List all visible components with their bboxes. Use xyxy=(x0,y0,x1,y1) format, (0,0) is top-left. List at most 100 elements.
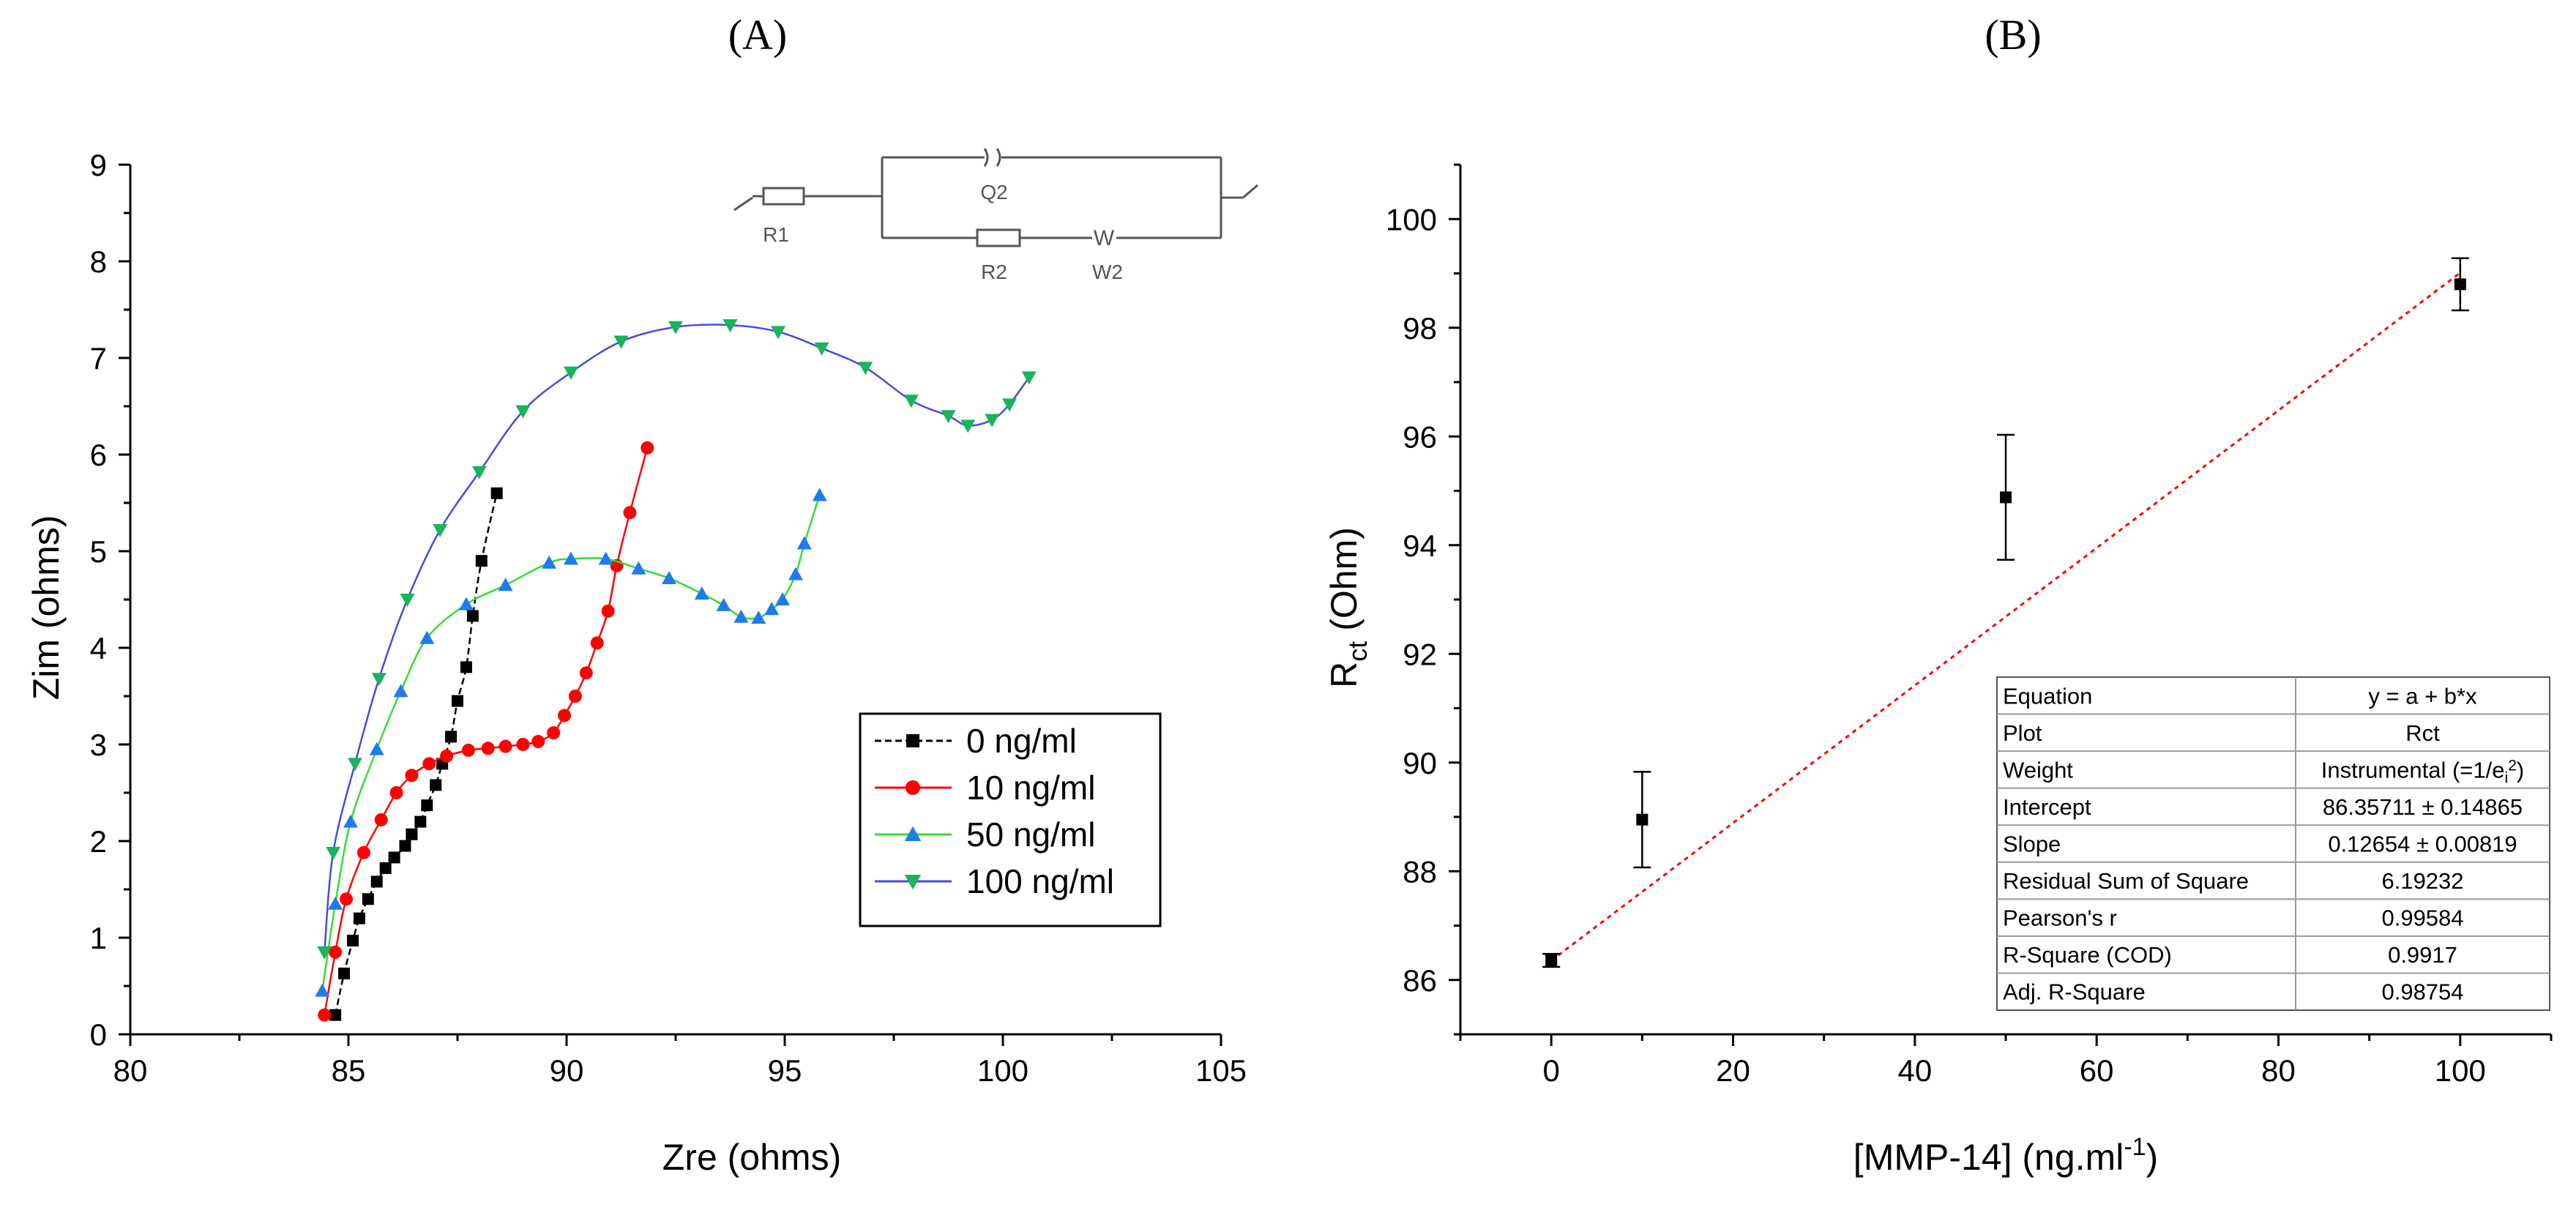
legend-label-3: 100 ng/ml xyxy=(966,862,1114,900)
nyquist-plot: 80 85 90 95 100 105 0 1 2 3 4 5 6 7 8 9 Zre (ohms) Zim … xyxy=(26,148,1258,1178)
nyquist-y-tick-label: 9 xyxy=(90,148,107,182)
data-point xyxy=(558,709,572,722)
data-point xyxy=(388,851,400,864)
resistor-r1-symbol xyxy=(762,187,805,206)
data-point xyxy=(563,551,578,565)
table-label-cell: Pearson's r xyxy=(2003,905,2117,931)
data-point xyxy=(399,840,411,852)
cpe-q2-symbol xyxy=(983,148,989,167)
data-point xyxy=(662,570,677,584)
legend-label-1: 10 ng/ml xyxy=(966,769,1095,807)
circuit-label-r2: R2 xyxy=(981,261,1007,283)
data-point xyxy=(421,799,433,812)
data-point xyxy=(400,594,415,607)
data-point xyxy=(960,419,976,433)
legend-label-2: 50 ng/ml xyxy=(966,815,1095,854)
data-point xyxy=(379,862,392,874)
table-label-cell: Weight xyxy=(2003,757,2073,783)
data-point xyxy=(430,779,442,791)
data-point xyxy=(547,726,561,740)
data-point xyxy=(1001,398,1017,412)
data-point xyxy=(1021,371,1037,385)
calibration-y-axis-label: Rct (Ohm) xyxy=(1324,527,1373,688)
table-label-cell: Slope xyxy=(2003,832,2061,857)
data-point xyxy=(498,578,513,591)
nyquist-x-tick-label: 80 xyxy=(113,1053,148,1088)
nyquist-series-3 xyxy=(317,319,1037,960)
legend-marker-0 xyxy=(906,734,919,747)
data-point xyxy=(542,555,557,569)
nyquist-x-tick-label: 100 xyxy=(977,1053,1028,1088)
calibration-x-tick-label: 40 xyxy=(1897,1053,1932,1088)
legend-marker-2 xyxy=(904,826,922,841)
table-border xyxy=(1996,676,2550,1011)
legend-box xyxy=(859,712,1162,927)
data-point xyxy=(406,828,418,840)
nyquist-y-tick-label: 7 xyxy=(90,341,107,376)
data-point xyxy=(445,731,458,743)
data-point xyxy=(461,743,475,757)
data-point xyxy=(858,362,873,376)
calibration-y-tick-label: 90 xyxy=(1403,746,1437,780)
data-point xyxy=(346,934,359,946)
data-point xyxy=(641,441,654,455)
table-label-cell: Plot xyxy=(2003,720,2042,746)
data-point xyxy=(563,366,578,380)
weight-superscript: 2 xyxy=(2508,757,2517,774)
table-value-cell: 0.9917 xyxy=(2388,942,2457,968)
calibration-y-tick-label: 88 xyxy=(1403,854,1437,889)
nyquist-x-tick-label: 105 xyxy=(1195,1053,1247,1088)
calibration-point-2 xyxy=(1997,433,2015,561)
data-point xyxy=(353,912,365,925)
calibration-x-tick-label: 100 xyxy=(2435,1053,2486,1088)
data-point xyxy=(440,749,454,763)
circuit-label-r1: R1 xyxy=(763,223,789,246)
nyquist-series-1 xyxy=(318,441,654,1022)
data-point xyxy=(515,405,531,419)
nyquist-x-tick-label: 95 xyxy=(768,1053,802,1088)
data-point xyxy=(340,892,354,906)
nyquist-y-tick-label: 8 xyxy=(90,244,107,279)
circuit-label-w2: W2 xyxy=(1092,261,1123,283)
weight-close: ) xyxy=(2517,757,2524,783)
calibration-tick-labels: 0 20 40 60 80 100 86 88 90 92 94 96 98 100 xyxy=(1386,202,2486,1088)
data-point xyxy=(568,690,582,703)
nyquist-y-axis-label: Zim (ohms) xyxy=(26,515,67,701)
nyquist-y-tick-label: 5 xyxy=(90,534,107,569)
data-point xyxy=(694,586,709,600)
data-point xyxy=(419,630,435,644)
data-point xyxy=(631,561,646,575)
data-point xyxy=(788,567,803,580)
calibration-y-tick-label: 96 xyxy=(1403,419,1437,454)
data-point xyxy=(369,742,384,755)
data-point xyxy=(317,946,332,960)
data-point xyxy=(531,735,545,749)
data-point xyxy=(362,893,374,905)
circuit-label-q2: Q2 xyxy=(980,181,1007,203)
nyquist-tick-labels: 80 85 90 95 100 105 0 1 2 3 4 5 6 7 8 9 xyxy=(90,148,1247,1088)
nyquist-series xyxy=(315,319,1037,1022)
calibration-y-tick-label: 86 xyxy=(1403,963,1437,998)
data-point xyxy=(812,488,827,501)
data-point xyxy=(422,757,436,771)
data-point xyxy=(499,739,512,753)
data-point xyxy=(623,506,637,520)
nyquist-series-2 xyxy=(315,488,827,997)
data-point xyxy=(466,610,479,622)
panel-label-a: (A) xyxy=(728,11,788,59)
nyquist-y-tick-label: 6 xyxy=(90,438,107,472)
data-point xyxy=(414,815,427,828)
table-value-cell: Rct xyxy=(2405,720,2440,746)
data-point xyxy=(328,896,343,910)
data-point xyxy=(452,695,463,707)
calibration-y-tick-label: 98 xyxy=(1403,311,1437,346)
data-point xyxy=(393,684,408,698)
data-point xyxy=(347,758,362,772)
calibration-x-tick-label: 80 xyxy=(2261,1053,2296,1088)
table-label-cell: Equation xyxy=(2003,683,2092,709)
cpe-q2-symbol xyxy=(996,148,1001,167)
data-point xyxy=(458,597,474,610)
data-point xyxy=(389,786,403,799)
table-label-cell: Residual Sum of Square xyxy=(2003,868,2249,894)
